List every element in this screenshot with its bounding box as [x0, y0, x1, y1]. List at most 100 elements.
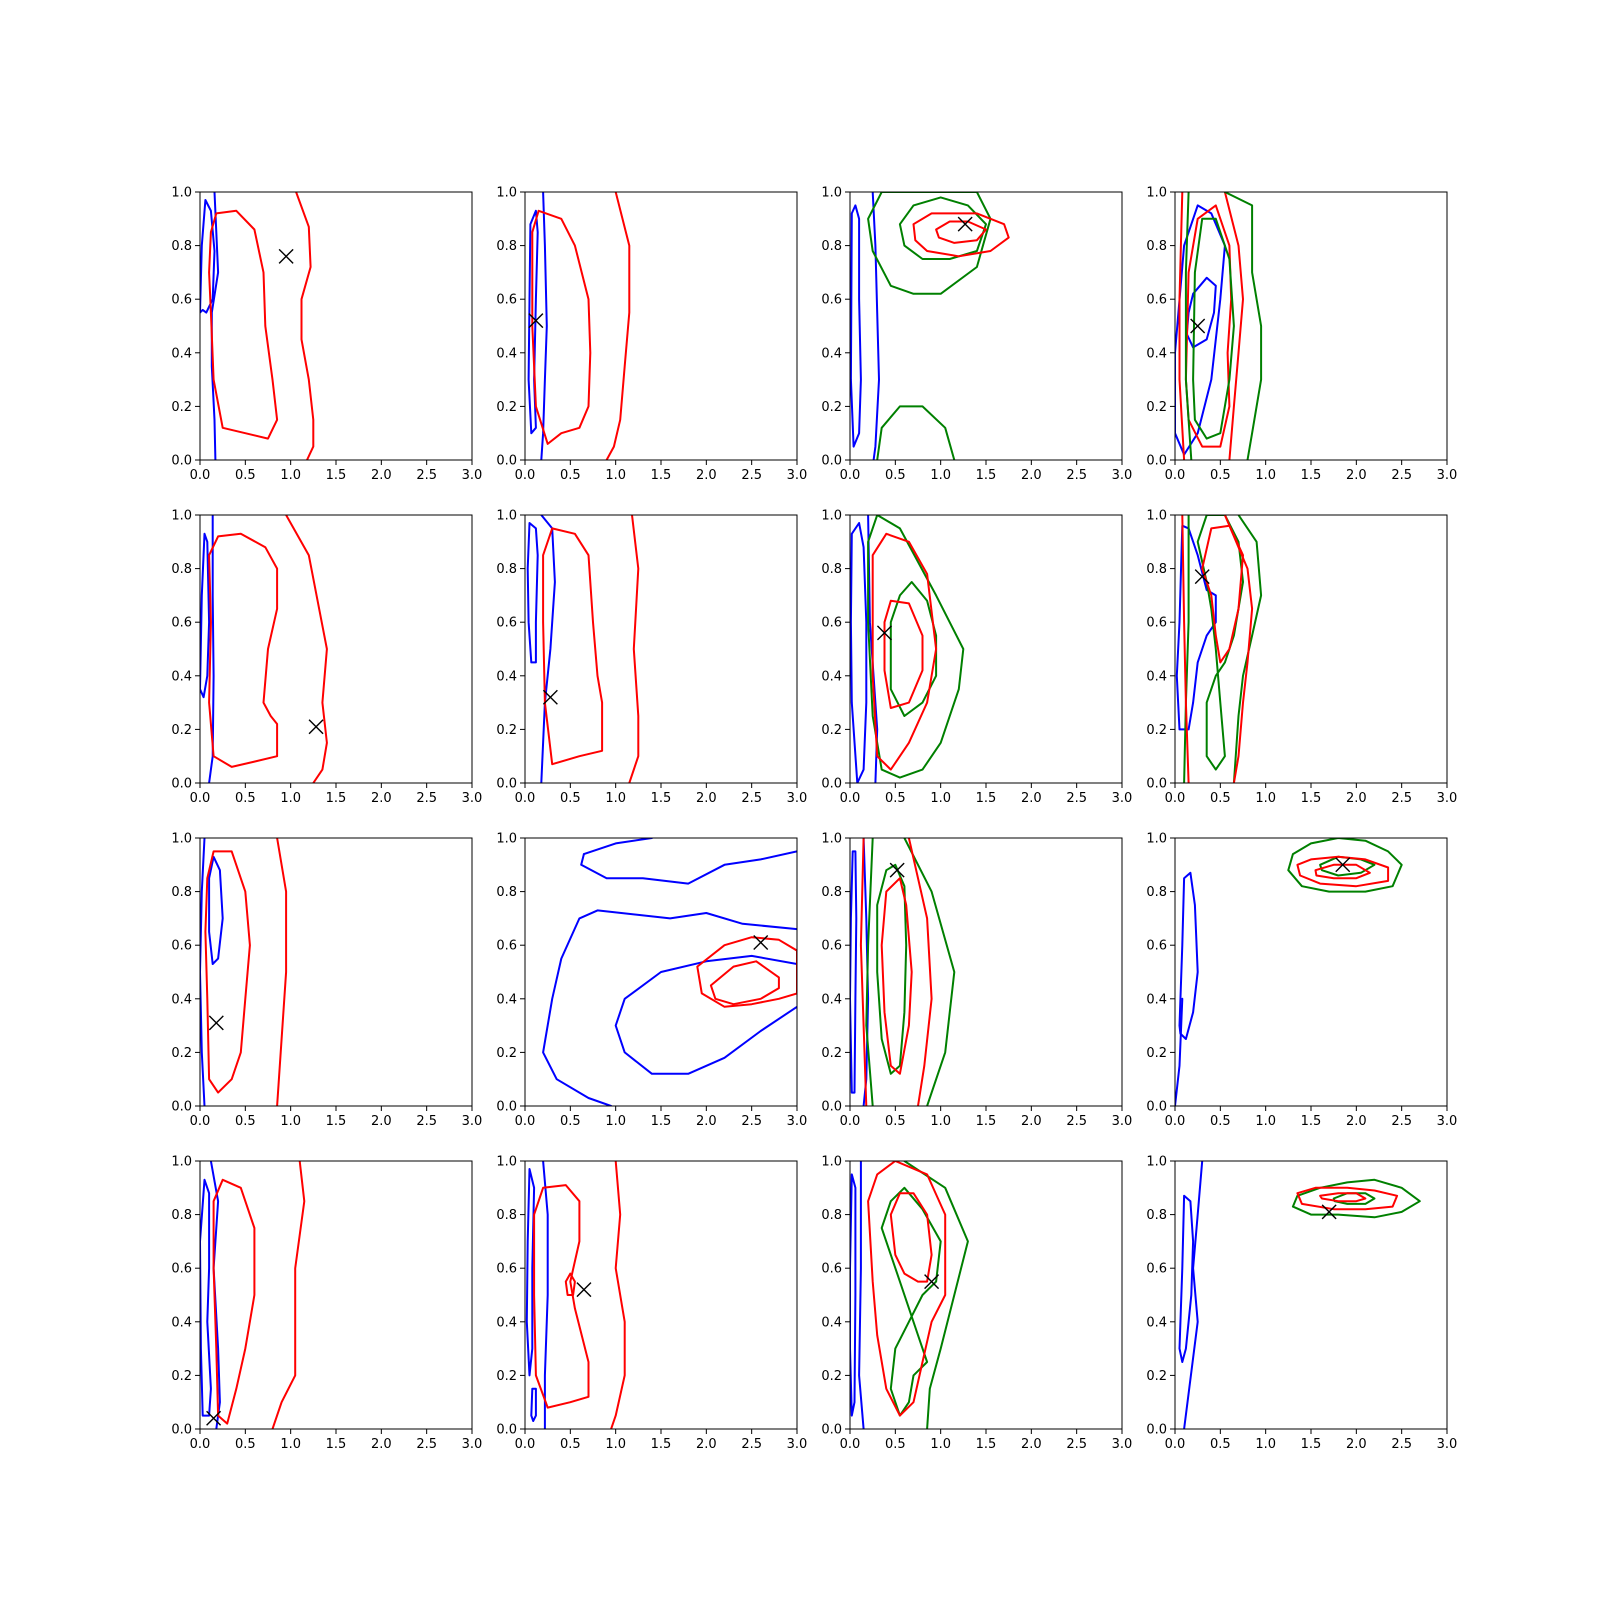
red-contour-6	[880, 877, 913, 1075]
y-tick-label: 1.0	[821, 509, 842, 524]
contour-group	[850, 1161, 969, 1429]
y-tick-label: 0.4	[1146, 669, 1167, 684]
blue-contour-2	[1175, 997, 1184, 1106]
green-contour-3	[1287, 838, 1403, 893]
y-tick-label: 0.6	[496, 939, 517, 954]
y-tick-label: 0.2	[171, 400, 192, 415]
x-tick-label: 1.5	[1301, 1437, 1322, 1452]
red-contour-5	[564, 1272, 576, 1296]
x-tick-label: 1.5	[976, 1437, 997, 1452]
x-tick-label: 1.5	[651, 1437, 672, 1452]
x-marker	[308, 719, 324, 735]
red-contour-4	[605, 192, 631, 460]
y-tick-label: 0.4	[171, 346, 192, 361]
blue-contour-1	[208, 855, 224, 965]
x-tick-label: 3.0	[1112, 791, 1133, 806]
subplot-r4c4: 0.0 0.5 1.0 1.5 2.0 2.5 3.0 0.0 0.2 0.4 0.6 0.8 1.0	[1146, 1155, 1457, 1453]
red-contour-7	[859, 838, 868, 1106]
x-marker	[278, 248, 294, 264]
x-tick-label: 1.5	[1301, 468, 1322, 483]
x-tick-label: 0.5	[1210, 791, 1231, 806]
x-tick-label: 1.0	[1255, 1437, 1276, 1452]
x-tick-label: 3.0	[1437, 468, 1458, 483]
x-tick-label: 2.5	[416, 791, 437, 806]
y-tick-label: 0.0	[171, 777, 192, 792]
subplot-r1c4: 0.0 0.5 1.0 1.5 2.0 2.5 3.0 0.0 0.2 0.4 0.6 0.8 1.0	[1146, 186, 1457, 484]
red-contour-5	[1296, 1186, 1399, 1211]
axes-frame	[524, 1160, 798, 1430]
x-tick-label: 0.5	[560, 1437, 581, 1452]
y-tick-label: 0.6	[496, 1262, 517, 1277]
x-tick-label: 1.5	[651, 791, 672, 806]
subplot-r3c2: 0.0 0.5 1.0 1.5 2.0 2.5 3.0 0.0 0.2 0.4 0.6 0.8 1.0	[496, 832, 807, 1130]
y-tick-label: 0.2	[821, 1046, 842, 1061]
x-tick-label: 0.5	[1210, 1114, 1231, 1129]
y-tick-label: 0.2	[496, 1369, 517, 1384]
y-tick-label: 0.4	[171, 992, 192, 1007]
x-tick-label: 1.0	[930, 1437, 951, 1452]
x-tick-label: 1.0	[605, 1437, 626, 1452]
x-tick-label: 1.0	[280, 1114, 301, 1129]
contour-group	[200, 838, 288, 1106]
axes-frame	[524, 514, 798, 784]
x-tick-label: 2.0	[371, 1114, 392, 1129]
y-tick-label: 0.6	[496, 293, 517, 308]
red-contour-4	[295, 192, 315, 460]
y-tick-label: 1.0	[496, 186, 517, 201]
x-tick-label: 2.5	[1066, 1114, 1087, 1129]
red-contour-5	[889, 1192, 933, 1283]
red-contour-4	[271, 1161, 306, 1429]
x-tick-label: 1.5	[976, 791, 997, 806]
green-contour-4	[1183, 515, 1190, 783]
x-tick-label: 2.5	[416, 468, 437, 483]
y-tick-label: 0.8	[171, 562, 192, 577]
x-marker	[542, 689, 558, 705]
y-tick-label: 0.8	[171, 239, 192, 254]
blue-contour-1	[850, 850, 858, 1094]
y-tick-label: 0.0	[821, 454, 842, 469]
x-tick-label: 2.5	[741, 791, 762, 806]
contour-group	[1178, 1161, 1421, 1429]
y-tick-label: 0.4	[171, 669, 192, 684]
y-tick-label: 0.2	[171, 1369, 192, 1384]
x-tick-label: 0.5	[885, 1437, 906, 1452]
y-tick-label: 0.8	[171, 885, 192, 900]
y-tick-label: 0.8	[1146, 562, 1167, 577]
x-tick-label: 2.0	[1021, 1437, 1042, 1452]
red-contour-5	[871, 532, 938, 771]
blue-contour-2	[540, 192, 548, 460]
x-marker	[208, 1015, 224, 1031]
y-tick-label: 1.0	[171, 1155, 192, 1170]
x-tick-label: 3.0	[1112, 1437, 1133, 1452]
x-tick-label: 2.5	[741, 1114, 762, 1129]
x-tick-label: 0.5	[235, 1114, 256, 1129]
y-tick-label: 0.0	[496, 1100, 517, 1115]
axes-frame	[199, 1160, 473, 1430]
y-tick-label: 0.0	[496, 454, 517, 469]
red-contour-6	[709, 960, 780, 1006]
subplot-r2c4: 0.0 0.5 1.0 1.5 2.0 2.5 3.0 0.0 0.2 0.4 0.6 0.8 1.0	[1146, 509, 1457, 807]
green-contour-4	[1332, 1192, 1376, 1205]
red-contour-4	[276, 838, 288, 1106]
y-tick-label: 0.8	[821, 1208, 842, 1223]
x-tick-label: 2.5	[741, 468, 762, 483]
x-tick-label: 0.5	[1210, 1437, 1231, 1452]
contour-group	[200, 515, 328, 783]
red-contour-6	[1314, 863, 1371, 880]
red-contour-5	[1223, 192, 1244, 460]
x-tick-label: 2.0	[371, 791, 392, 806]
y-tick-label: 0.6	[821, 1262, 842, 1277]
y-tick-label: 0.2	[496, 1046, 517, 1061]
y-tick-label: 0.8	[496, 239, 517, 254]
x-tick-label: 1.0	[930, 468, 951, 483]
x-tick-label: 1.0	[1255, 791, 1276, 806]
y-tick-label: 0.2	[821, 723, 842, 738]
y-tick-label: 0.2	[821, 1369, 842, 1384]
y-tick-label: 1.0	[171, 832, 192, 847]
x-tick-label: 1.5	[651, 1114, 672, 1129]
x-tick-label: 2.5	[1066, 791, 1087, 806]
y-tick-label: 0.0	[821, 777, 842, 792]
red-contour-3	[542, 527, 604, 766]
contour-group	[526, 515, 640, 783]
